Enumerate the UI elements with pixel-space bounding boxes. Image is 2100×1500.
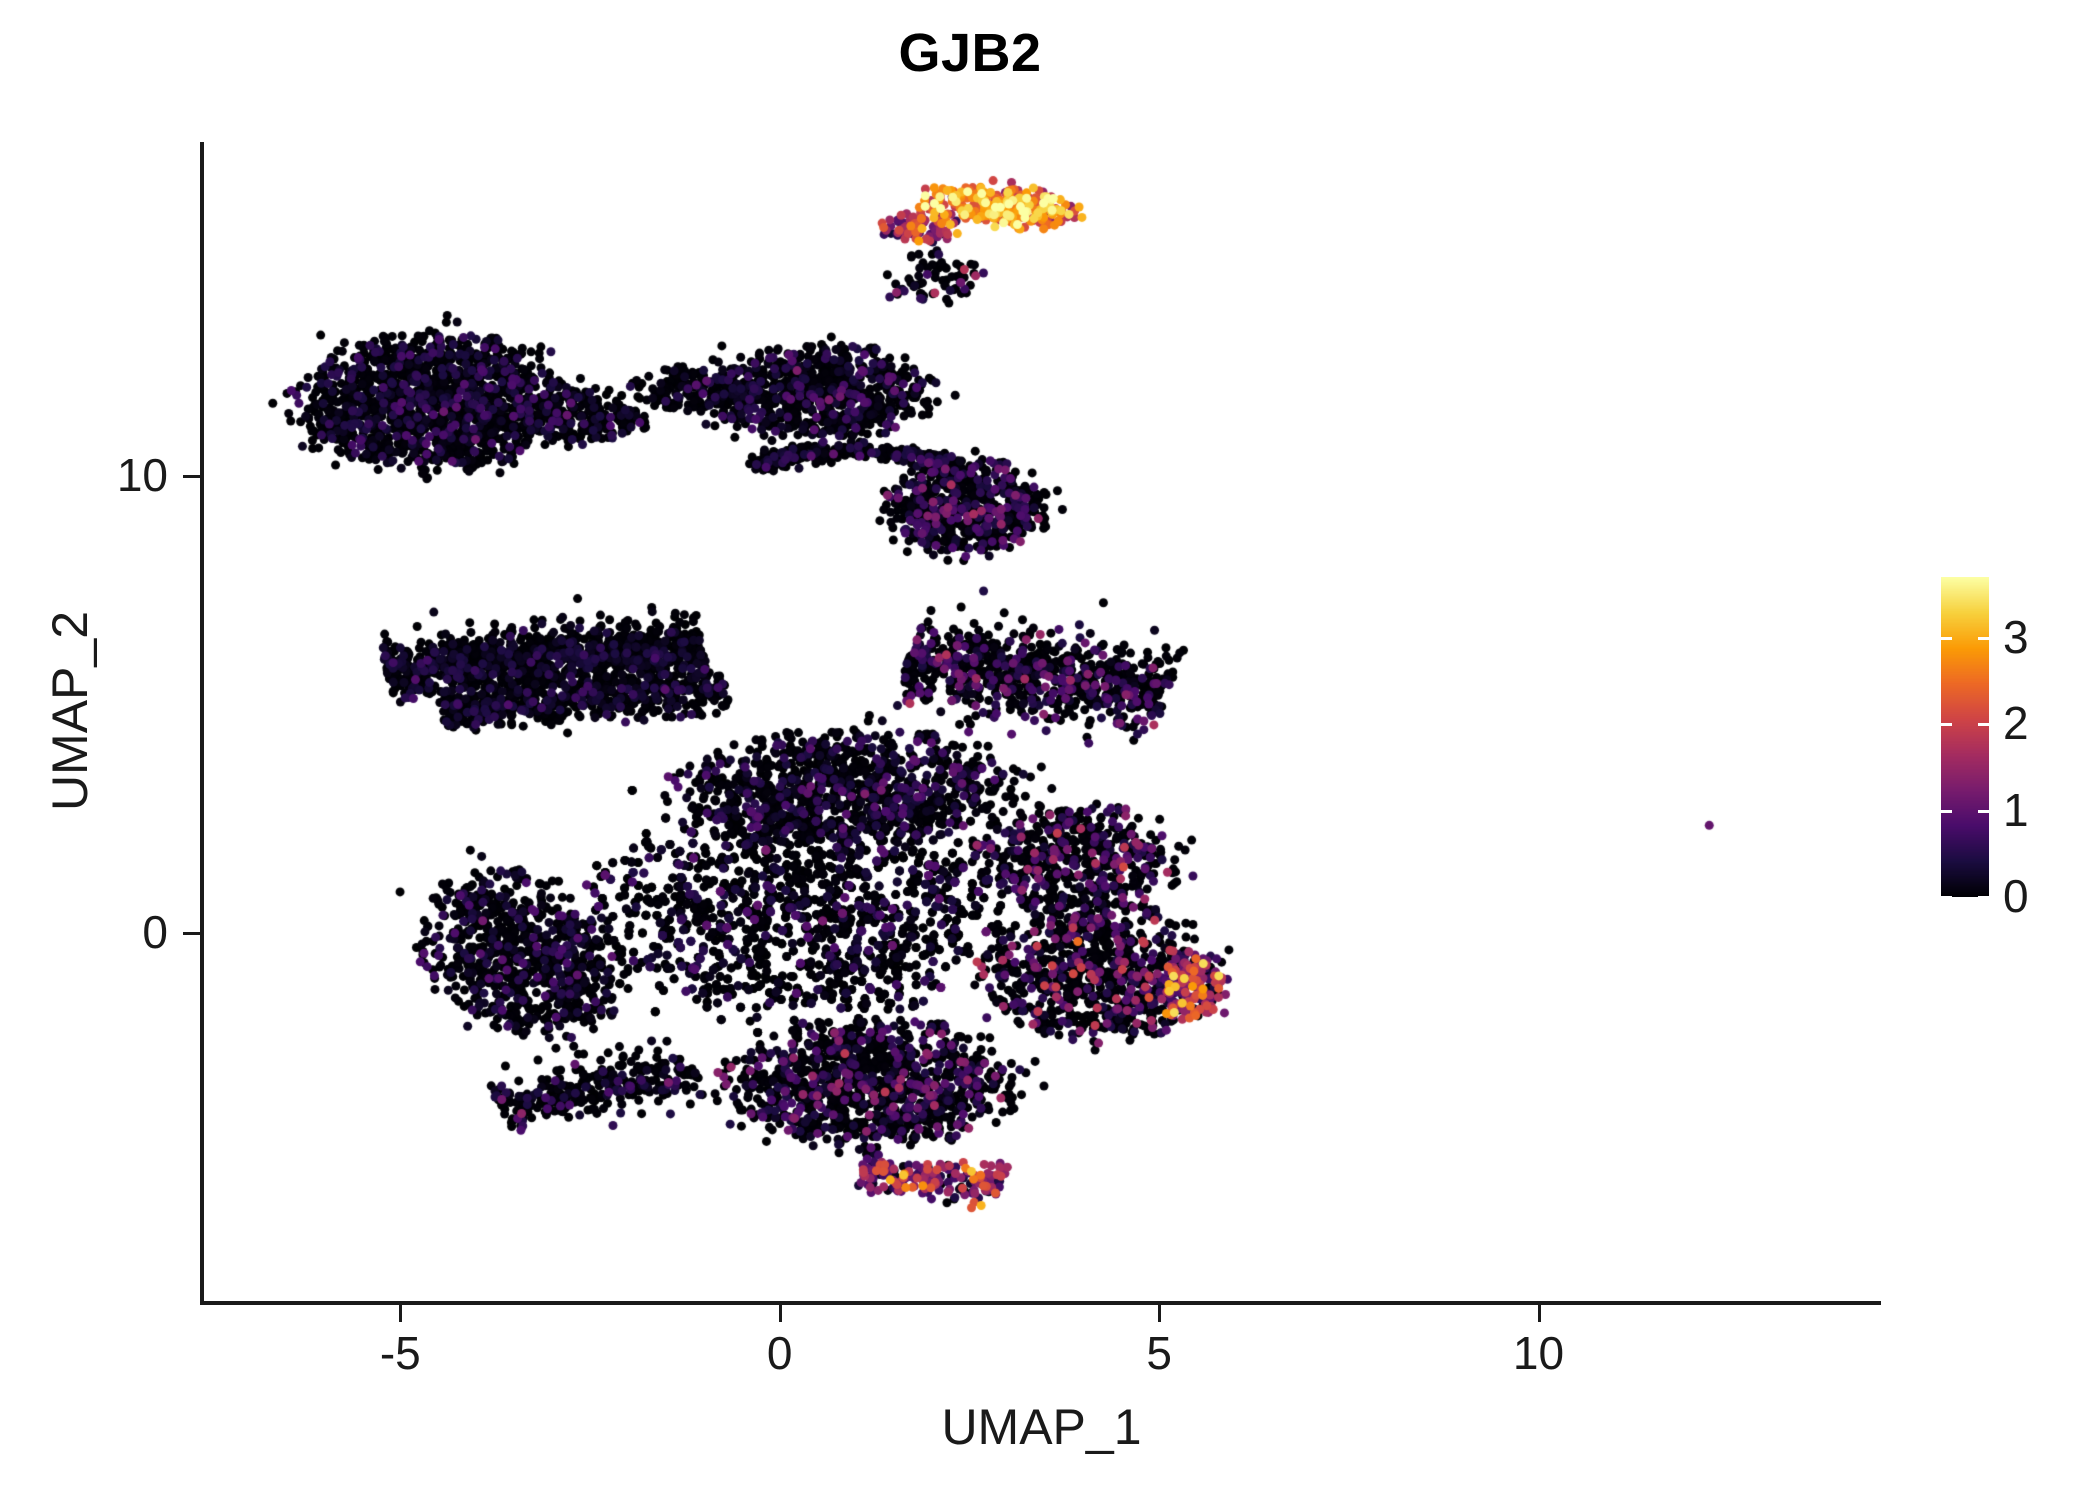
y-axis-line xyxy=(200,142,204,1305)
y-tick-mark xyxy=(183,474,200,478)
x-tick-label: 10 xyxy=(1512,1327,1565,1379)
scatter-canvas xyxy=(203,142,1880,1303)
x-axis-line xyxy=(200,1301,1881,1305)
colorbar-tick-mark xyxy=(1941,809,1952,813)
colorbar-tick-mark xyxy=(1978,809,1989,813)
colorbar-tick-mark xyxy=(1978,896,1989,899)
colorbar-gradient xyxy=(1941,577,1989,897)
x-tick-mark xyxy=(778,1305,782,1322)
colorbar-tick-label: 1 xyxy=(2003,783,2029,836)
colorbar-tick-mark xyxy=(1941,896,1952,899)
colorbar-tick-mark xyxy=(1978,723,1989,727)
x-tick-label: -5 xyxy=(379,1327,421,1379)
y-tick-label: 10 xyxy=(116,448,168,501)
colorbar-tick-label: 3 xyxy=(2003,610,2029,663)
colorbar-tick-label: 2 xyxy=(2003,697,2029,750)
x-axis-title: UMAP_1 xyxy=(941,1399,1142,1455)
plot-panel xyxy=(203,142,1880,1303)
page-title: GJB2 xyxy=(898,23,1042,83)
y-tick-label: 0 xyxy=(142,905,168,958)
x-tick-mark xyxy=(399,1305,403,1322)
x-tick-mark xyxy=(1537,1305,1541,1322)
y-tick-mark xyxy=(183,931,200,935)
colorbar-tick-mark xyxy=(1978,636,1989,640)
x-tick-mark xyxy=(1158,1305,1162,1322)
x-tick-label: 0 xyxy=(766,1327,793,1379)
x-tick-label: 5 xyxy=(1146,1327,1172,1379)
y-axis-title: UMAP_2 xyxy=(42,610,98,812)
colorbar-tick-label: 0 xyxy=(2003,870,2029,922)
colorbar-tick-mark xyxy=(1941,723,1952,727)
colorbar-tick-mark xyxy=(1941,636,1952,640)
